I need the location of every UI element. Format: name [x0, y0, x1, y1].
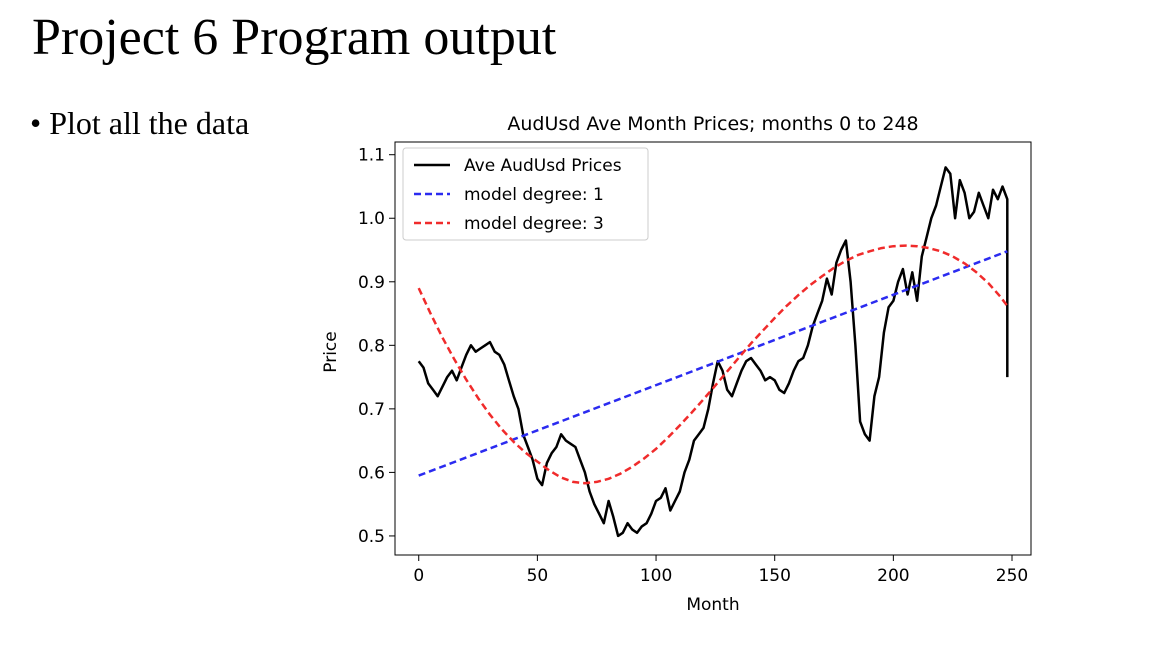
x-axis-label: Month	[686, 595, 739, 615]
series-line-model-degree-3	[417, 244, 1009, 485]
legend-label-prices: Ave AudUsd Prices	[464, 156, 622, 176]
y-tick-label: 0.5	[358, 527, 385, 547]
x-tick-label: 50	[527, 566, 549, 586]
x-tick-label: 0	[413, 566, 424, 586]
chart-title: AudUsd Ave Month Prices; months 0 to 248	[507, 113, 918, 135]
y-axis-ticks: 0.5 0.6 0.7 0.8 0.9 1.0 1.1	[358, 146, 395, 547]
bullet-text: Plot all the data	[49, 105, 250, 141]
slide-title: Project 6 Program output	[32, 9, 557, 66]
legend-label-degree-1: model degree: 1	[464, 185, 604, 205]
y-tick-label: 1.1	[358, 146, 385, 166]
chart: AudUsd Ave Month Prices; months 0 to 248…	[321, 113, 1032, 615]
legend: Ave AudUsd Prices model degree: 1 model …	[402, 147, 649, 241]
x-tick-label: 100	[640, 566, 672, 586]
legend-box	[402, 147, 649, 241]
y-tick-label: 0.6	[358, 463, 385, 483]
x-tick-label: 150	[758, 566, 790, 586]
x-tick-label: 250	[996, 566, 1028, 586]
x-axis-ticks: 0 50 100 150 200 250	[413, 555, 1028, 586]
y-tick-label: 1.0	[358, 209, 385, 229]
legend-label-degree-3: model degree: 3	[464, 214, 604, 234]
series-line-ave-audusd-prices	[417, 166, 1009, 538]
y-tick-label: 0.7	[358, 400, 385, 420]
bullet-item: • Plot all the data	[30, 103, 249, 143]
y-tick-label: 0.9	[358, 273, 385, 293]
bullet-marker: •	[30, 105, 42, 141]
x-tick-label: 200	[877, 566, 909, 586]
series-line-model-degree-1	[418, 250, 1008, 477]
y-axis-label: Price	[321, 331, 341, 372]
series-lines	[417, 166, 1009, 538]
y-tick-label: 0.8	[358, 336, 385, 356]
